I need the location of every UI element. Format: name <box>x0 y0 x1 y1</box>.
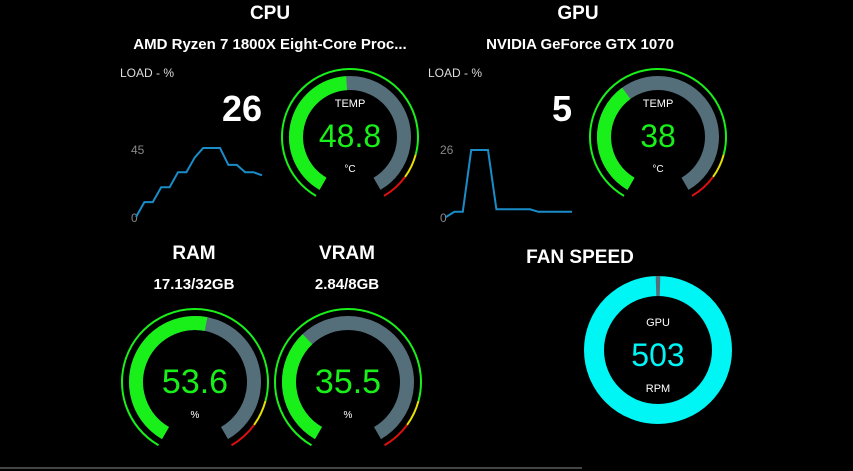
cpu-load-graph <box>135 147 263 218</box>
ram-gauge: 53.6 % <box>121 308 269 447</box>
gpu-graph-ymax-label: 26 <box>440 143 454 157</box>
fan-value: 503 <box>631 337 684 373</box>
cpu-graph-ymax-label: 45 <box>131 143 145 157</box>
gauge-warn-ring <box>406 400 420 426</box>
gauge-outer-ring <box>589 68 727 197</box>
bottom-divider <box>0 467 582 469</box>
gpu-title: GPU <box>557 3 599 24</box>
gauge-warn-ring <box>404 154 417 178</box>
gauge-danger-ring <box>691 176 714 197</box>
gauge-danger-ring <box>230 424 255 447</box>
cpu-temp-unit: °C <box>344 164 355 175</box>
cpu-name: AMD Ryzen 7 1800X Eight-Core Proc... <box>133 36 407 53</box>
gpu-temp-unit: °C <box>652 164 663 175</box>
gauge-warn-ring <box>253 400 267 426</box>
gauge-outer-ring <box>121 308 269 447</box>
gauge-fill <box>282 334 323 440</box>
vram-usage: 2.84/8GB <box>314 276 380 293</box>
cpu-load-value: 26 <box>221 88 262 129</box>
cpu-temp-label: TEMP <box>335 98 366 110</box>
gpu-temp-gauge: TEMP 38 °C <box>589 68 727 197</box>
cpu-title: CPU <box>249 3 291 24</box>
ram-title: RAM <box>172 243 216 264</box>
ram-unit: % <box>191 410 200 421</box>
vram-unit: % <box>344 410 353 421</box>
cpu-graph-ymin-label: 0 <box>131 211 138 225</box>
fan-unit: RPM <box>646 383 670 395</box>
ram-usage: 17.13/32GB <box>153 276 235 293</box>
vram-gauge: 35.5 % <box>274 308 422 447</box>
gpu-load-label: LOAD - % <box>428 66 483 80</box>
gpu-temp-label: TEMP <box>643 98 674 110</box>
cpu-load-label: LOAD - % <box>120 66 175 80</box>
gauge-danger-ring <box>383 424 408 447</box>
gauge-fill <box>597 87 635 190</box>
gpu-temp-value: 38 <box>640 118 676 154</box>
gauge-fill <box>129 316 208 440</box>
ram-value: 53.6 <box>162 363 228 401</box>
cpu-temp-value: 48.8 <box>319 118 381 154</box>
fan-title: FAN SPEED <box>526 247 634 268</box>
gauge-outer-ring <box>274 308 422 447</box>
gauge-danger-ring <box>383 176 406 197</box>
vram-value: 35.5 <box>315 363 381 401</box>
gauge-outer-ring <box>281 68 419 197</box>
gpu-load-value: 5 <box>551 88 572 129</box>
gpu-name: NVIDIA GeForce GTX 1070 <box>486 36 674 53</box>
gauge-warn-ring <box>712 154 725 178</box>
gpu-load-graph <box>445 149 572 218</box>
gauge-fill <box>289 76 348 190</box>
cpu-temp-gauge: TEMP 48.8 °C <box>281 68 419 197</box>
fan-label: GPU <box>646 317 670 329</box>
vram-title: VRAM <box>319 243 375 264</box>
gpu-graph-ymin-label: 0 <box>440 211 447 225</box>
fan-speed-ring: GPU 503 RPM <box>584 275 732 424</box>
